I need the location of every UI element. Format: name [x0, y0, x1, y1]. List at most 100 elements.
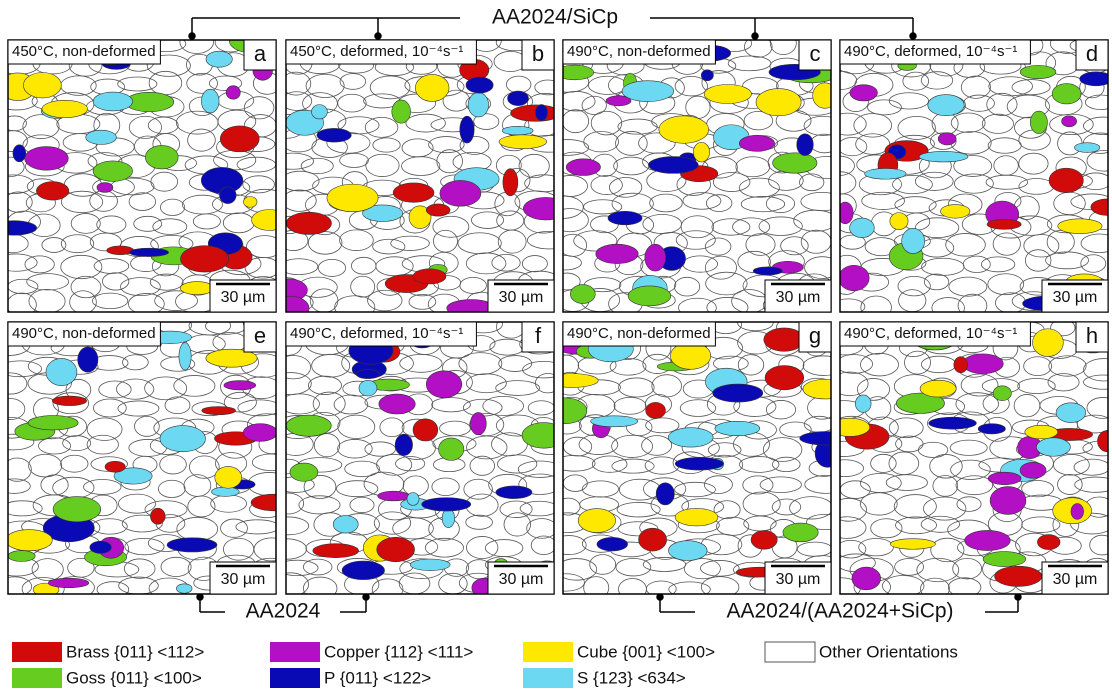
oriented-grain — [764, 328, 805, 351]
oriented-grain — [23, 73, 61, 98]
oriented-grain — [988, 472, 1021, 485]
oriented-grain — [954, 357, 968, 373]
oriented-grain — [1074, 143, 1099, 153]
legend-label: Goss {011} <100> — [66, 668, 202, 687]
oriented-grain — [570, 285, 595, 304]
oriented-grain — [46, 358, 77, 385]
oriented-grain — [1037, 535, 1060, 550]
oriented-grain — [1020, 65, 1056, 78]
grain-map — [0, 29, 287, 317]
panel-caption: 490°C, non-deformed — [567, 325, 711, 342]
oriented-grain — [224, 381, 256, 390]
oriented-grain — [342, 561, 385, 580]
oriented-grain — [8, 551, 35, 562]
oriented-grain — [675, 508, 718, 525]
oriented-grain — [286, 212, 331, 234]
panel-letter: d — [1086, 41, 1098, 66]
oriented-grain — [713, 384, 763, 402]
panel-caption: 490°C, deformed, 10⁻⁴s⁻¹ — [290, 325, 463, 342]
oriented-grain — [272, 296, 309, 320]
oriented-grain — [392, 100, 411, 123]
scale-label: 30 µm — [499, 289, 544, 306]
legend-label: P {011} <122> — [324, 668, 431, 687]
oriented-grain — [1025, 425, 1058, 439]
oriented-grain — [252, 210, 287, 231]
oriented-grain — [167, 538, 217, 552]
oriented-grain — [639, 528, 667, 551]
oriented-grain — [648, 157, 698, 174]
oriented-grain — [105, 461, 125, 472]
oriented-grain — [468, 93, 488, 117]
oriented-grain — [566, 159, 600, 176]
oriented-grain — [327, 184, 378, 212]
oriented-grain — [715, 421, 760, 435]
legend-swatch — [12, 668, 62, 688]
oriented-grain — [311, 105, 327, 119]
oriented-grain — [413, 419, 438, 441]
oriented-grain — [919, 151, 968, 162]
grain-map — [267, 315, 568, 602]
oriented-grain — [797, 134, 814, 156]
grain-map — [268, 29, 571, 320]
oriented-grain — [1052, 84, 1081, 104]
panel-caption: 490°C, non-deformed — [567, 43, 711, 60]
oriented-grain — [1056, 403, 1086, 423]
oriented-grain — [941, 205, 970, 219]
scale-label: 30 µm — [221, 289, 266, 306]
panel-caption: 450°C, non-deformed — [12, 43, 156, 60]
oriented-grain — [628, 286, 671, 306]
oriented-grain — [701, 70, 713, 81]
oriented-grain — [995, 566, 1042, 586]
oriented-grain — [356, 369, 380, 378]
legend-label: S {123} <634> — [577, 668, 686, 687]
oriented-grain — [97, 183, 113, 193]
panel-letter: c — [810, 41, 821, 66]
legend-label: Other Orientations — [819, 642, 958, 661]
oriented-grain — [1071, 504, 1084, 520]
oriented-grain — [855, 395, 871, 412]
oriented-grain — [783, 523, 818, 542]
panel-letter: f — [535, 323, 542, 348]
oriented-grain — [1062, 116, 1077, 127]
oriented-grain — [902, 228, 925, 253]
oriented-grain — [150, 508, 165, 524]
scale-label: 30 µm — [776, 571, 821, 588]
oriented-grain — [36, 182, 69, 200]
panel-caption: 490°C, deformed, 10⁻⁴s⁻¹ — [844, 325, 1017, 342]
grain-map — [541, 314, 852, 600]
oriented-grain — [243, 424, 277, 442]
panel-caption: 490°C, deformed, 10⁻⁴s⁻¹ — [844, 43, 1017, 60]
oriented-grain — [1036, 438, 1070, 456]
oriented-grain — [438, 438, 463, 460]
scale-label: 30 µm — [1053, 289, 1098, 306]
oriented-grain — [773, 153, 817, 173]
legend-label: Cube {001} <100> — [577, 642, 715, 661]
panel-letter: b — [532, 41, 544, 66]
oriented-grain — [93, 161, 133, 181]
oriented-grain — [829, 418, 870, 436]
oriented-grain — [90, 541, 112, 553]
oriented-grain — [379, 394, 415, 414]
oriented-grain — [1049, 168, 1083, 193]
oriented-grain — [890, 213, 908, 230]
oriented-grain — [215, 466, 242, 488]
oriented-grain — [622, 81, 674, 102]
oriented-grain — [983, 552, 1026, 567]
oriented-grain — [704, 85, 751, 104]
oriented-grain — [220, 126, 259, 152]
oriented-grain — [422, 498, 471, 511]
oriented-grain — [48, 578, 89, 588]
legend-swatch — [270, 642, 320, 662]
legend-swatch — [523, 668, 573, 688]
oriented-grain — [850, 218, 875, 238]
oriented-grain — [596, 244, 638, 263]
scale-label: 30 µm — [499, 571, 544, 588]
oriented-grain — [813, 83, 837, 108]
scale-label: 30 µm — [221, 571, 266, 588]
oriented-grain — [395, 434, 412, 455]
oriented-grain — [591, 416, 638, 427]
oriented-grain — [407, 493, 419, 506]
oriented-grain — [410, 559, 450, 571]
oriented-grain — [756, 89, 801, 116]
oriented-grain — [751, 530, 777, 549]
